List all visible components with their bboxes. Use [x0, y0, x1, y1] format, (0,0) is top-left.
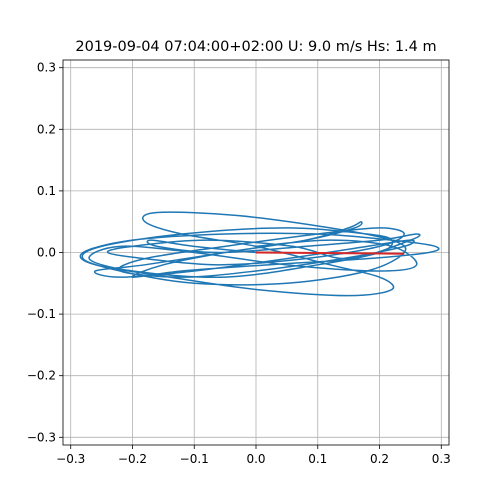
y-tick-label: 0.3	[37, 61, 56, 75]
y-tick-label: 0.2	[37, 122, 56, 136]
red-vector-line	[255, 251, 405, 255]
x-tick-label: −0.2	[118, 452, 147, 466]
x-tick-label: −0.1	[180, 452, 209, 466]
x-tick-label: 0.1	[308, 452, 327, 466]
y-tick-label: 0.1	[37, 184, 56, 198]
x-tick-label: 0.3	[432, 452, 451, 466]
y-tick-label: 0.0	[37, 246, 56, 260]
x-tick-label: −0.3	[56, 452, 85, 466]
ticks: −0.3 −0.2 −0.1 0.0 0.1 0.2 0.3 0.3 0.2 0.1 0.0 −0.1…	[27, 61, 451, 466]
chart-title: 2019-09-04 07:04:00+02:00 U: 9.0 m/s Hs:…	[75, 39, 436, 55]
y-tick-label: −0.2	[27, 369, 56, 383]
x-tick-label: 0.0	[246, 452, 265, 466]
y-tick-label: −0.1	[27, 307, 56, 321]
series-layer	[79, 211, 440, 297]
y-tick-label: −0.3	[27, 430, 56, 444]
displacement-trace-line	[79, 211, 440, 297]
x-tick-label: 0.2	[370, 452, 389, 466]
